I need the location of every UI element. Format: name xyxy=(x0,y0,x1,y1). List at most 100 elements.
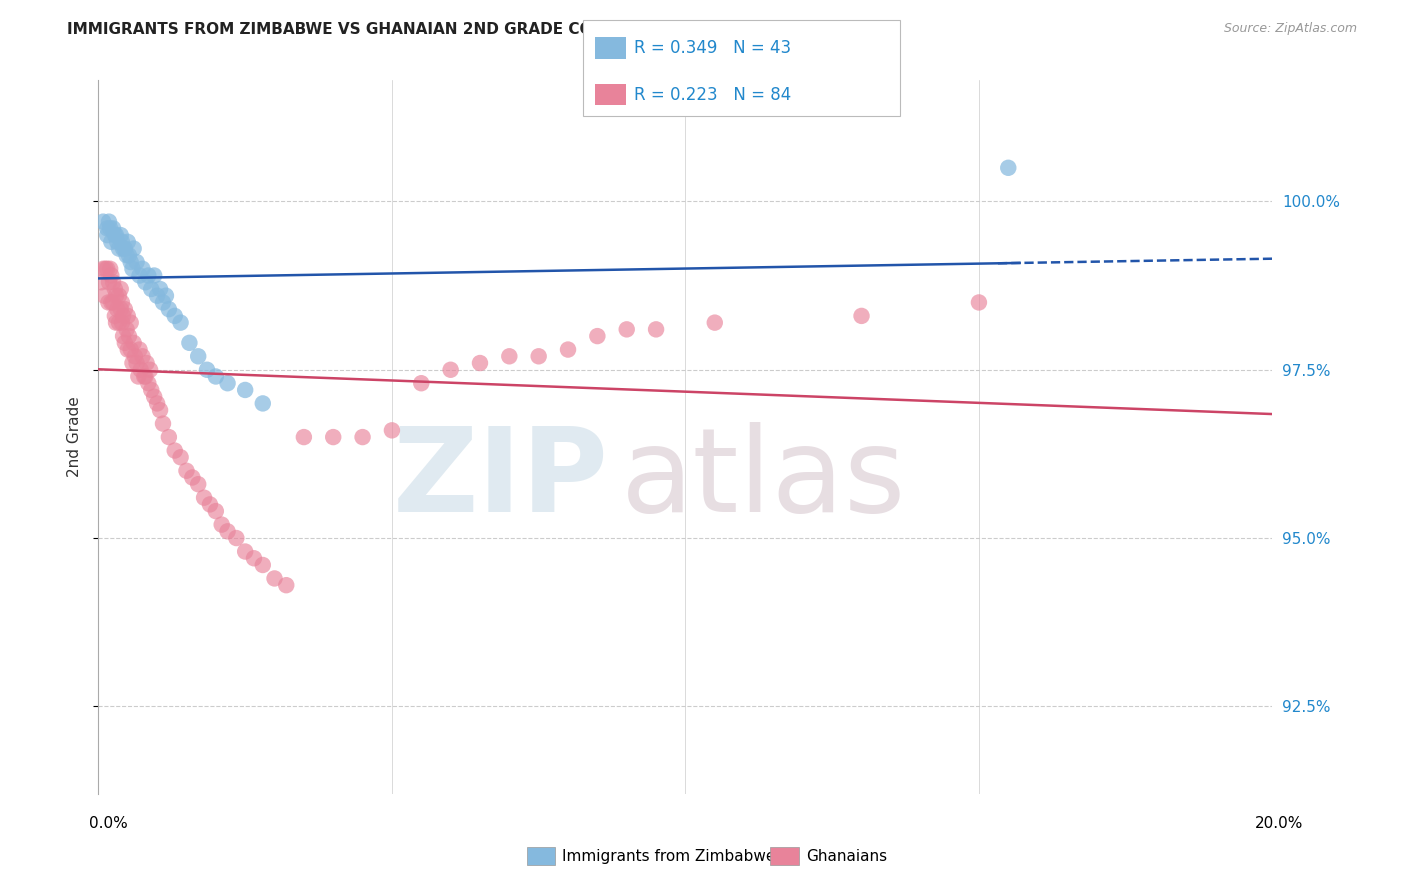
Point xyxy=(105,316,128,330)
Point xyxy=(498,349,520,363)
Point xyxy=(90,275,112,289)
Point xyxy=(135,356,157,370)
Point xyxy=(122,335,145,350)
Point xyxy=(233,383,256,397)
Point xyxy=(157,302,180,317)
Point xyxy=(105,289,128,303)
Point xyxy=(98,275,121,289)
Point xyxy=(252,558,274,572)
Point xyxy=(100,235,122,249)
Point xyxy=(703,316,725,330)
Point xyxy=(381,423,404,437)
Point xyxy=(91,261,114,276)
Text: Source: ZipAtlas.com: Source: ZipAtlas.com xyxy=(1223,22,1357,36)
Text: IMMIGRANTS FROM ZIMBABWE VS GHANAIAN 2ND GRADE CORRELATION CHART: IMMIGRANTS FROM ZIMBABWE VS GHANAIAN 2ND… xyxy=(67,22,751,37)
Point xyxy=(527,349,550,363)
Point xyxy=(98,261,121,276)
Point xyxy=(143,390,166,404)
Point xyxy=(104,228,127,243)
Point xyxy=(101,221,124,235)
Point xyxy=(136,268,159,283)
Point xyxy=(440,363,463,377)
Point xyxy=(101,275,124,289)
Point xyxy=(181,470,204,484)
Point xyxy=(131,261,153,276)
Point xyxy=(114,302,136,317)
Point xyxy=(152,295,174,310)
Point xyxy=(108,289,131,303)
Point xyxy=(128,268,150,283)
Point xyxy=(105,228,128,243)
Y-axis label: 2nd Grade: 2nd Grade xyxy=(66,397,82,477)
Point xyxy=(117,309,139,323)
Point xyxy=(105,235,128,249)
Point xyxy=(616,322,638,336)
Point xyxy=(243,551,266,566)
Point xyxy=(110,302,132,317)
Point xyxy=(115,322,138,336)
Point xyxy=(117,343,139,357)
Point xyxy=(110,228,132,243)
Point xyxy=(91,214,114,228)
Text: Immigrants from Zimbabwe: Immigrants from Zimbabwe xyxy=(562,849,776,863)
Point xyxy=(157,430,180,444)
Point xyxy=(557,343,579,357)
Point xyxy=(134,275,156,289)
Text: 0.0%: 0.0% xyxy=(89,816,128,830)
Point xyxy=(967,295,990,310)
Point xyxy=(94,261,117,276)
Point xyxy=(155,289,177,303)
Point xyxy=(122,242,145,256)
Point xyxy=(276,578,298,592)
Point xyxy=(139,363,162,377)
Point xyxy=(851,309,873,323)
Point xyxy=(322,430,344,444)
Point xyxy=(111,235,134,249)
Point xyxy=(128,343,150,357)
Point xyxy=(195,363,218,377)
Point xyxy=(118,248,141,262)
Point xyxy=(118,329,141,343)
Point xyxy=(98,221,121,235)
Point xyxy=(411,376,433,391)
Point xyxy=(120,316,142,330)
Point xyxy=(169,450,191,465)
Point xyxy=(217,376,239,391)
Point xyxy=(114,335,136,350)
Point xyxy=(146,289,169,303)
Point xyxy=(127,369,149,384)
Point xyxy=(101,295,124,310)
Point xyxy=(169,316,191,330)
Point xyxy=(225,531,247,545)
Point xyxy=(198,497,221,511)
Point xyxy=(120,255,142,269)
Point xyxy=(179,335,201,350)
Point xyxy=(263,571,285,585)
Point xyxy=(110,282,132,296)
Point xyxy=(163,443,186,458)
Point xyxy=(96,228,118,243)
Point xyxy=(117,235,139,249)
Point xyxy=(205,504,228,518)
Point xyxy=(141,383,163,397)
Point xyxy=(143,268,166,283)
Point xyxy=(141,282,163,296)
Point xyxy=(115,248,138,262)
Point xyxy=(120,343,142,357)
Point xyxy=(292,430,315,444)
Point xyxy=(100,295,122,310)
Point xyxy=(108,242,131,256)
Point xyxy=(96,221,118,235)
Text: atlas: atlas xyxy=(621,423,907,537)
Point xyxy=(104,309,127,323)
Point xyxy=(176,464,198,478)
Point xyxy=(187,349,209,363)
Point xyxy=(125,255,148,269)
Point xyxy=(111,295,134,310)
Point xyxy=(108,316,131,330)
Point xyxy=(104,282,127,296)
Text: R = 0.223   N = 84: R = 0.223 N = 84 xyxy=(634,86,792,103)
Point xyxy=(233,544,256,558)
Point xyxy=(125,356,148,370)
Point xyxy=(134,369,156,384)
